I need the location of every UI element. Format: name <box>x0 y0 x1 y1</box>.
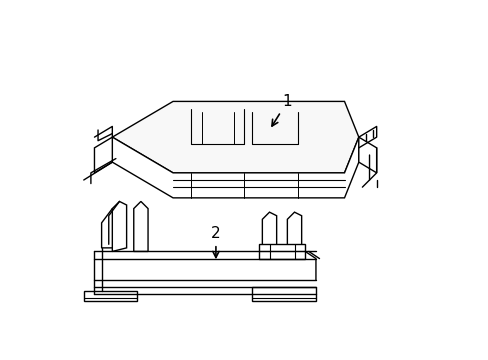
Text: 2: 2 <box>211 226 220 257</box>
Polygon shape <box>262 212 276 251</box>
Text: 1: 1 <box>271 94 292 126</box>
Polygon shape <box>83 291 137 301</box>
Polygon shape <box>94 137 112 173</box>
Polygon shape <box>287 212 301 251</box>
Polygon shape <box>112 137 358 198</box>
Polygon shape <box>112 202 126 251</box>
Polygon shape <box>358 137 376 173</box>
Polygon shape <box>134 202 148 251</box>
Polygon shape <box>251 287 315 301</box>
Polygon shape <box>112 102 358 173</box>
Polygon shape <box>258 244 305 258</box>
